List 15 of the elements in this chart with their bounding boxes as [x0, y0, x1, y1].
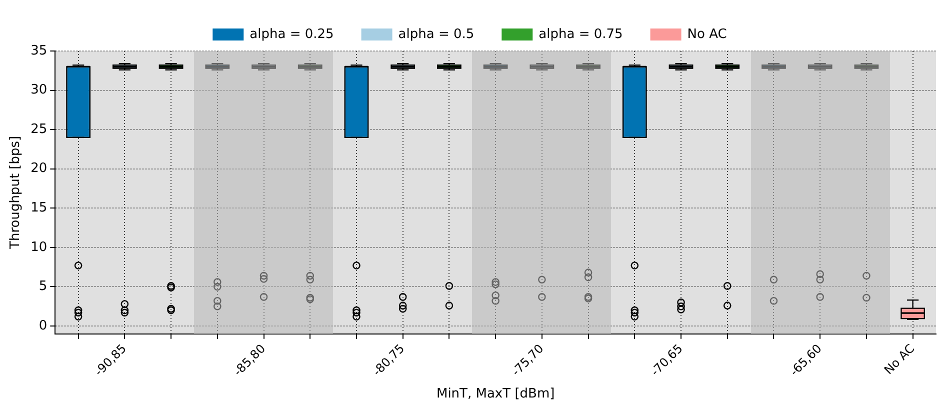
x-tick-label: No AC [881, 341, 918, 378]
y-tick-label: 10 [30, 240, 48, 255]
y-tick-label: 0 [38, 318, 48, 334]
y-tick-label: 20 [30, 161, 48, 176]
legend-label: alpha = 0.5 [398, 26, 474, 42]
y-tick-label: 25 [30, 122, 48, 137]
y-axis-title: Throughput [bps] [8, 136, 24, 250]
legend-label: No AC [687, 26, 727, 42]
y-tick-label: 35 [30, 43, 48, 58]
legend-label: alpha = 0.25 [250, 26, 334, 42]
legend-label: alpha = 0.75 [538, 26, 623, 42]
y-tick-label: 30 [30, 82, 48, 98]
y-tick-label: 15 [30, 200, 48, 216]
x-axis-title: MinT, MaxT [dBm] [436, 386, 555, 402]
y-tick-label: 5 [38, 279, 48, 294]
